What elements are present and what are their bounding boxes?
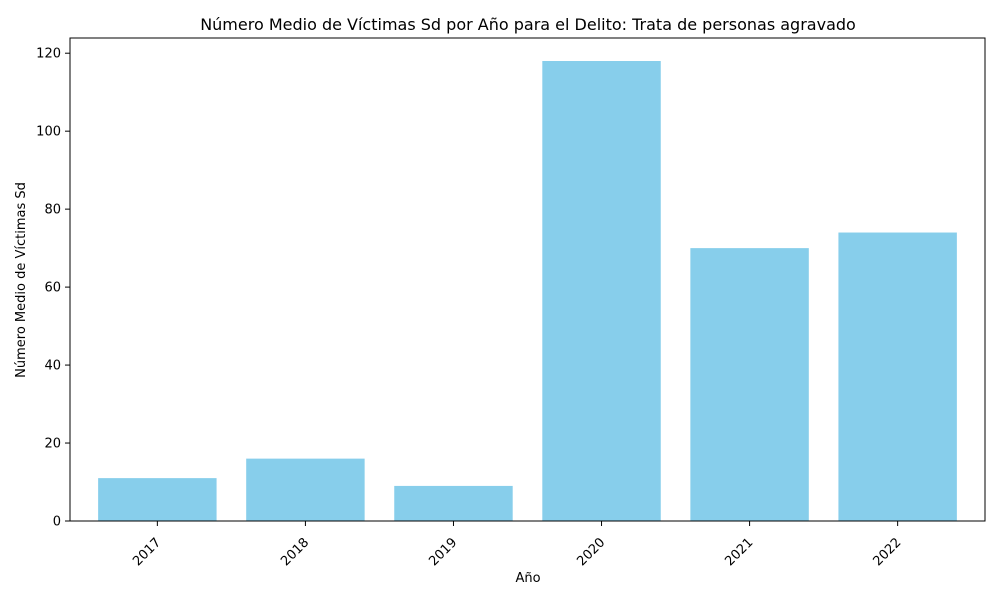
- x-tick-label: 2019: [426, 535, 460, 569]
- bar-2019: [394, 485, 513, 521]
- x-tick-label: 2022: [870, 535, 904, 569]
- plot-frame: [69, 37, 986, 522]
- x-tick-label: 2020: [574, 535, 608, 569]
- y-tick-label: 40: [44, 359, 61, 374]
- x-axis: 2017 2018 2019 2020 2021 2022: [130, 521, 904, 569]
- bar-2022: [838, 232, 957, 521]
- y-tick-label: 80: [44, 203, 61, 218]
- y-axis: 0 20 40 60 80 100 120: [36, 47, 70, 530]
- y-tick-label: 60: [44, 281, 61, 296]
- x-tick-label: 2018: [278, 535, 312, 569]
- bar-2017: [98, 478, 217, 521]
- bar-2021: [690, 248, 809, 521]
- x-axis-label: Año: [515, 571, 540, 586]
- x-tick-label: 2017: [130, 535, 164, 569]
- y-tick-label: 100: [36, 125, 61, 140]
- bar-2018: [246, 458, 365, 521]
- y-axis-label: Número Medio de Víctimas Sd: [14, 182, 29, 378]
- y-tick-label: 120: [36, 47, 61, 62]
- y-tick-label: 20: [44, 437, 61, 452]
- x-tick-label: 2021: [722, 535, 756, 569]
- bars-group: [98, 61, 957, 521]
- chart-title: Número Medio de Víctimas Sd por Año para…: [200, 15, 856, 34]
- y-tick-label: 0: [53, 515, 61, 530]
- bar-2020: [542, 61, 661, 521]
